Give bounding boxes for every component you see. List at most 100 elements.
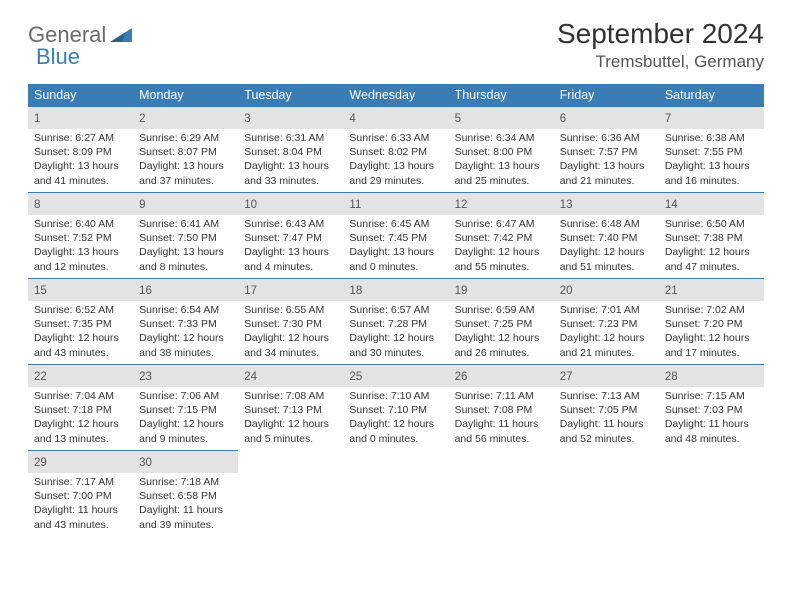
calendar-cell: 12 Sunrise: 6:47 AMSunset: 7:42 PMDayligh… [449,192,554,278]
day-info: Sunrise: 6:50 AMSunset: 7:38 PMDaylight:… [659,215,764,278]
day-info: Sunrise: 6:31 AMSunset: 8:04 PMDaylight:… [238,129,343,192]
calendar-cell [449,450,554,536]
day-info: Sunrise: 7:01 AMSunset: 7:23 PMDaylight:… [554,301,659,364]
day-number: 18 [349,285,362,297]
calendar-cell: 30 Sunrise: 7:18 AMSunset: 6:58 PMDayligh… [133,450,238,536]
page-title: September 2024 [557,18,764,50]
day-info: Sunrise: 7:02 AMSunset: 7:20 PMDaylight:… [659,301,764,364]
calendar-cell: 3 Sunrise: 6:31 AMSunset: 8:04 PMDaylight… [238,106,343,192]
day-info: Sunrise: 6:57 AMSunset: 7:28 PMDaylight:… [343,301,448,364]
day-info: Sunrise: 6:55 AMSunset: 7:30 PMDaylight:… [238,301,343,364]
calendar-cell [238,450,343,536]
calendar-cell: 24 Sunrise: 7:08 AMSunset: 7:13 PMDayligh… [238,364,343,450]
day-info: Sunrise: 7:11 AMSunset: 7:08 PMDaylight:… [449,387,554,450]
weekday-header: Saturday [659,84,764,106]
day-info: Sunrise: 6:34 AMSunset: 8:00 PMDaylight:… [449,129,554,192]
day-number: 4 [349,113,355,125]
weekday-header: Thursday [449,84,554,106]
day-number: 27 [560,371,573,383]
day-number: 15 [34,285,47,297]
day-number: 20 [560,285,573,297]
calendar-cell: 29 Sunrise: 7:17 AMSunset: 7:00 PMDayligh… [28,450,133,536]
calendar-table: SundayMondayTuesdayWednesdayThursdayFrid… [28,84,764,536]
calendar-cell: 20 Sunrise: 7:01 AMSunset: 7:23 PMDayligh… [554,278,659,364]
day-info: Sunrise: 6:38 AMSunset: 7:55 PMDaylight:… [659,129,764,192]
day-info: Sunrise: 6:29 AMSunset: 8:07 PMDaylight:… [133,129,238,192]
calendar-cell [554,450,659,536]
calendar-cell: 28Sunrise: 7:15 AMSunset: 7:03 PMDayligh… [659,364,764,450]
calendar-cell: 26 Sunrise: 7:11 AMSunset: 7:08 PMDayligh… [449,364,554,450]
calendar-cell: 2 Sunrise: 6:29 AMSunset: 8:07 PMDaylight… [133,106,238,192]
day-number: 17 [244,285,257,297]
day-number: 24 [244,371,257,383]
triangle-icon [110,22,132,48]
day-info: Sunrise: 7:08 AMSunset: 7:13 PMDaylight:… [238,387,343,450]
calendar-cell: 9 Sunrise: 6:41 AMSunset: 7:50 PMDaylight… [133,192,238,278]
calendar-cell: 7 Sunrise: 6:38 AMSunset: 7:55 PMDaylight… [659,106,764,192]
day-number: 16 [139,285,152,297]
calendar-cell [343,450,448,536]
day-info: Sunrise: 7:17 AMSunset: 7:00 PMDaylight:… [28,473,133,536]
calendar-cell: 17 Sunrise: 6:55 AMSunset: 7:30 PMDayligh… [238,278,343,364]
calendar-cell: 1 Sunrise: 6:27 AMSunset: 8:09 PMDaylight… [28,106,133,192]
calendar-cell: 14 Sunrise: 6:50 AMSunset: 7:38 PMDayligh… [659,192,764,278]
day-number: 30 [139,457,152,469]
calendar-cell: 19Sunrise: 6:59 AMSunset: 7:25 PMDayligh… [449,278,554,364]
day-info: Sunrise: 7:10 AMSunset: 7:10 PMDaylight:… [343,387,448,450]
calendar-cell: 21 Sunrise: 7:02 AMSunset: 7:20 PMDayligh… [659,278,764,364]
location-label: Tremsbuttel, Germany [557,52,764,72]
day-info: Sunrise: 6:52 AMSunset: 7:35 PMDaylight:… [28,301,133,364]
header: General September 2024 Tremsbuttel, Germ… [28,18,764,72]
weekday-header: Sunday [28,84,133,106]
day-number: 29 [34,457,47,469]
day-info: Sunrise: 7:06 AMSunset: 7:15 PMDaylight:… [133,387,238,450]
day-info: Sunrise: 7:18 AMSunset: 6:58 PMDaylight:… [133,473,238,536]
weekday-header: Tuesday [238,84,343,106]
calendar-cell: 11 Sunrise: 6:45 AMSunset: 7:45 PMDayligh… [343,192,448,278]
brand-word2: Blue [36,44,80,70]
calendar-cell: 27 Sunrise: 7:13 AMSunset: 7:05 PMDayligh… [554,364,659,450]
calendar-cell: 16 Sunrise: 6:54 AMSunset: 7:33 PMDayligh… [133,278,238,364]
calendar-cell: 13Sunrise: 6:48 AMSunset: 7:40 PMDayligh… [554,192,659,278]
day-number: 3 [244,113,250,125]
weekday-header: Monday [133,84,238,106]
day-number: 1 [34,113,40,125]
day-number: 9 [139,199,145,211]
calendar-cell: 18 Sunrise: 6:57 AMSunset: 7:28 PMDayligh… [343,278,448,364]
day-info: Sunrise: 6:41 AMSunset: 7:50 PMDaylight:… [133,215,238,278]
day-number: 2 [139,113,145,125]
day-number: 11 [349,199,361,211]
day-info: Sunrise: 6:33 AMSunset: 8:02 PMDaylight:… [343,129,448,192]
day-number: 28 [665,371,678,383]
day-info: Sunrise: 7:04 AMSunset: 7:18 PMDaylight:… [28,387,133,450]
day-number: 21 [665,285,678,297]
day-info: Sunrise: 6:54 AMSunset: 7:33 PMDaylight:… [133,301,238,364]
day-info: Sunrise: 6:45 AMSunset: 7:45 PMDaylight:… [343,215,448,278]
day-info: Sunrise: 6:40 AMSunset: 7:52 PMDaylight:… [28,215,133,278]
day-number: 13 [560,199,573,211]
calendar-cell: 8 Sunrise: 6:40 AMSunset: 7:52 PMDaylight… [28,192,133,278]
day-number: 14 [665,199,678,211]
day-number: 26 [455,371,468,383]
day-number: 12 [455,199,468,211]
day-number: 5 [455,113,461,125]
calendar-cell: 22 Sunrise: 7:04 AMSunset: 7:18 PMDayligh… [28,364,133,450]
day-info: Sunrise: 6:27 AMSunset: 8:09 PMDaylight:… [28,129,133,192]
weekday-header: Wednesday [343,84,448,106]
day-number: 10 [244,199,257,211]
day-info: Sunrise: 6:43 AMSunset: 7:47 PMDaylight:… [238,215,343,278]
calendar-cell: 4 Sunrise: 6:33 AMSunset: 8:02 PMDaylight… [343,106,448,192]
weekday-header: Friday [554,84,659,106]
calendar-cell: 5 Sunrise: 6:34 AMSunset: 8:00 PMDaylight… [449,106,554,192]
calendar-cell [659,450,764,536]
day-number: 19 [455,285,468,297]
day-info: Sunrise: 7:13 AMSunset: 7:05 PMDaylight:… [554,387,659,450]
calendar-cell: 6Sunrise: 6:36 AMSunset: 7:57 PMDaylight… [554,106,659,192]
day-number: 7 [665,113,671,125]
day-number: 8 [34,199,40,211]
day-number: 6 [560,113,566,125]
calendar-cell: 10 Sunrise: 6:43 AMSunset: 7:47 PMDayligh… [238,192,343,278]
day-number: 22 [34,371,47,383]
day-info: Sunrise: 6:47 AMSunset: 7:42 PMDaylight:… [449,215,554,278]
day-number: 23 [139,371,152,383]
